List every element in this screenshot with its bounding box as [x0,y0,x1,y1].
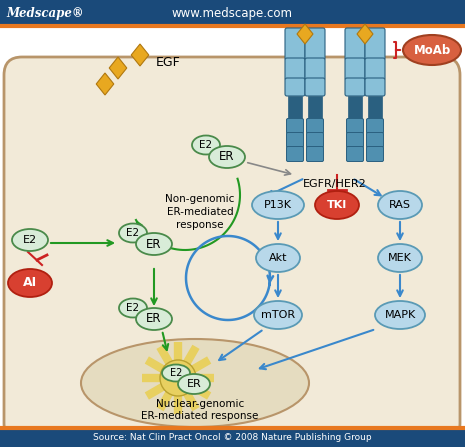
Text: MoAb: MoAb [413,43,451,56]
Polygon shape [109,57,127,79]
Text: TKI: TKI [327,200,347,210]
FancyBboxPatch shape [288,96,302,118]
FancyBboxPatch shape [305,58,325,80]
FancyBboxPatch shape [346,147,364,161]
Polygon shape [131,44,149,66]
Text: E2: E2 [199,140,213,150]
Ellipse shape [136,308,172,330]
Text: MEK: MEK [388,253,412,263]
FancyBboxPatch shape [366,118,384,134]
Polygon shape [297,24,313,44]
Text: Nuclear-genomic
ER-mediated response: Nuclear-genomic ER-mediated response [141,399,259,421]
Text: P13K: P13K [264,200,292,210]
FancyBboxPatch shape [345,58,365,80]
Ellipse shape [252,191,304,219]
Text: EGFR/HER2: EGFR/HER2 [303,179,367,189]
Text: Akt: Akt [269,253,287,263]
FancyBboxPatch shape [286,147,304,161]
FancyBboxPatch shape [346,132,364,148]
Ellipse shape [378,244,422,272]
Text: AI: AI [23,277,37,290]
Ellipse shape [178,374,210,394]
FancyBboxPatch shape [285,78,305,96]
Text: EGF: EGF [156,56,181,69]
Ellipse shape [315,191,359,219]
Ellipse shape [119,224,147,243]
FancyBboxPatch shape [368,96,382,118]
FancyBboxPatch shape [305,28,325,60]
Text: Source: Nat Clin Pract Oncol © 2008 Nature Publishing Group: Source: Nat Clin Pract Oncol © 2008 Natu… [93,433,372,442]
Polygon shape [357,24,373,44]
Ellipse shape [81,339,309,427]
FancyBboxPatch shape [286,132,304,148]
Polygon shape [96,73,114,95]
Ellipse shape [375,301,425,329]
Ellipse shape [378,191,422,219]
Text: ER: ER [219,151,235,164]
FancyBboxPatch shape [0,0,465,26]
Text: E2: E2 [126,228,140,238]
Text: mTOR: mTOR [261,310,295,320]
FancyBboxPatch shape [308,96,322,118]
FancyBboxPatch shape [366,132,384,148]
FancyBboxPatch shape [365,58,385,80]
Text: Medscape®: Medscape® [6,7,84,20]
FancyBboxPatch shape [4,57,460,441]
FancyBboxPatch shape [285,58,305,80]
Ellipse shape [192,135,220,155]
Ellipse shape [160,360,196,396]
FancyBboxPatch shape [0,428,465,447]
Ellipse shape [209,146,245,168]
FancyBboxPatch shape [346,118,364,134]
Text: E2: E2 [23,235,37,245]
Text: www.medscape.com: www.medscape.com [172,7,292,20]
Text: Non-genomic
ER-mediated
response: Non-genomic ER-mediated response [166,194,235,230]
FancyBboxPatch shape [345,78,365,96]
Ellipse shape [8,269,52,297]
Text: E2: E2 [126,303,140,313]
FancyBboxPatch shape [306,147,324,161]
Text: ER: ER [186,379,201,389]
Text: MAPK: MAPK [385,310,416,320]
Text: ER: ER [146,312,162,325]
FancyBboxPatch shape [306,132,324,148]
Ellipse shape [254,301,302,329]
Ellipse shape [136,233,172,255]
FancyBboxPatch shape [305,78,325,96]
FancyBboxPatch shape [366,147,384,161]
FancyBboxPatch shape [365,78,385,96]
Ellipse shape [256,244,300,272]
Ellipse shape [162,364,190,381]
FancyBboxPatch shape [348,96,362,118]
Text: RAS: RAS [389,200,411,210]
Text: E2: E2 [170,368,182,378]
Ellipse shape [403,35,461,65]
FancyBboxPatch shape [306,118,324,134]
Text: ER: ER [146,237,162,250]
FancyBboxPatch shape [286,118,304,134]
Ellipse shape [119,299,147,317]
FancyBboxPatch shape [285,28,305,60]
Ellipse shape [12,229,48,251]
FancyBboxPatch shape [345,28,365,60]
FancyBboxPatch shape [365,28,385,60]
